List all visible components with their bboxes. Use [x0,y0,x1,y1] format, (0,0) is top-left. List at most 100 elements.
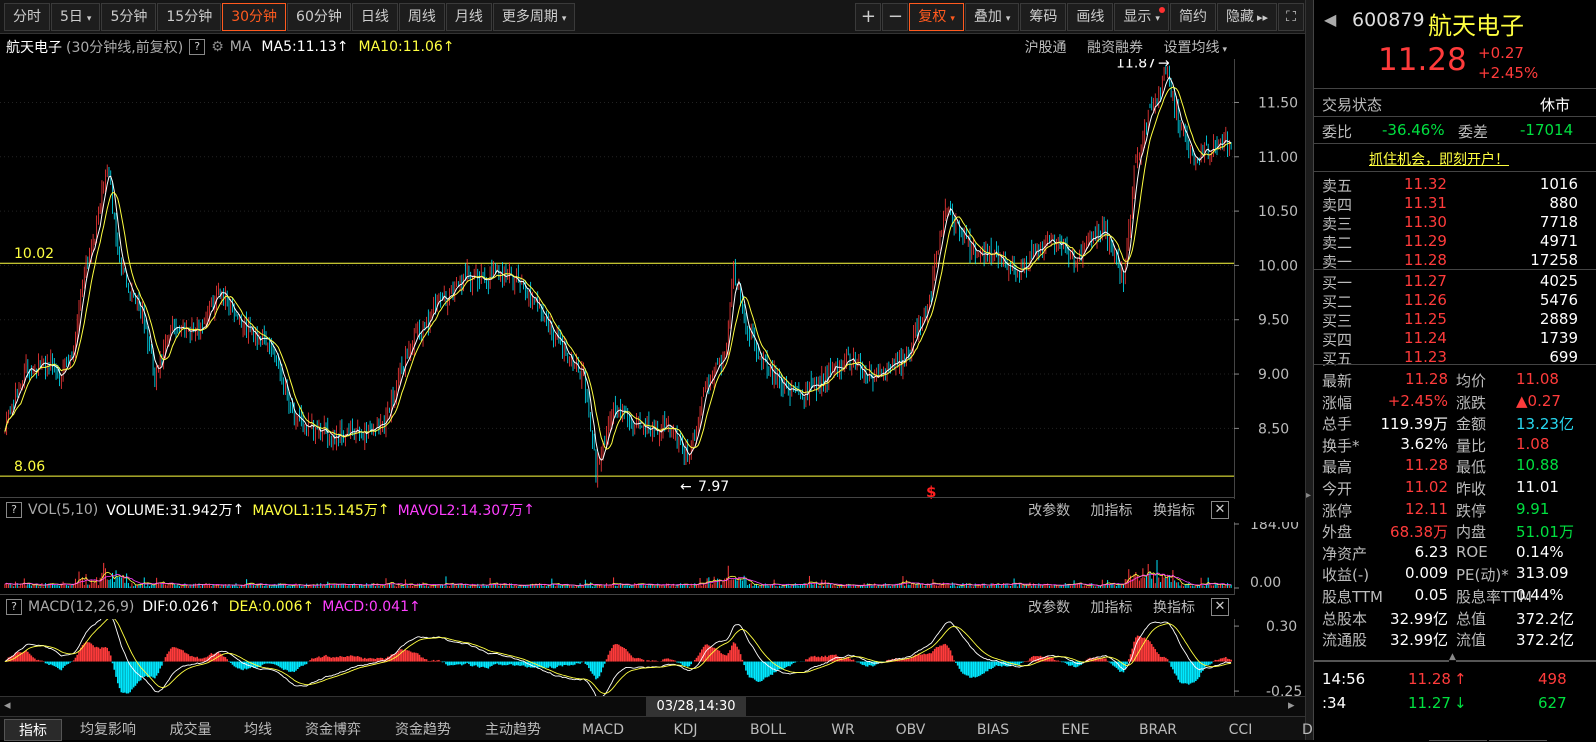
bid-row[interactable]: 买三 11.25 2889 [1314,310,1596,330]
indicator-tab-2[interactable]: 成交量 [154,719,227,741]
bid-row[interactable]: 买二 11.26 5476 [1314,291,1596,311]
tick-volume: 498 [1538,670,1567,688]
signal-dollar-icon[interactable]: $ [926,483,936,499]
price-change-pct: +2.45% [1478,64,1539,82]
order-level-label: 买一 [1322,274,1353,292]
volume-chart[interactable]: 184.00 0.00 [0,522,1305,594]
ask-row[interactable]: 卖四 11.31 880 [1314,194,1596,214]
bid-row[interactable]: 买一 11.27 4025 [1314,272,1596,292]
macd-link-params[interactable]: 改参数 [1028,600,1071,616]
period-button-3[interactable]: 15分钟 [157,2,222,31]
vol-link-switch[interactable]: 换指标 [1153,503,1195,519]
tool-button-label: 画线 [1076,8,1105,25]
ask-row[interactable]: 卖一 11.28 17258 [1314,251,1596,271]
stat-value: 119.39万 [1380,415,1449,434]
chevron-up-icon[interactable]: ▲ [1449,652,1456,662]
stat-row: 最高 11.28 最低 10.88 [1314,456,1596,477]
period-button-0[interactable]: 分时 [4,2,50,31]
period-button-8[interactable]: 月线 [445,2,492,31]
period-button-6[interactable]: 日线 [351,2,398,31]
promo-link[interactable]: 抓住机会，即刻开户！ [1369,152,1509,168]
help-icon[interactable]: ? [6,599,22,615]
macd-link-add[interactable]: 加指标 [1090,600,1133,616]
indicator-tab-3[interactable]: 均线 [229,719,287,741]
bid-row[interactable]: 买五 11.23 699 [1314,348,1596,368]
ask-row[interactable]: 卖五 11.32 1016 [1314,175,1596,195]
indicator-tab-15[interactable]: CCI [1204,719,1277,741]
period-button-1[interactable]: 5日 ▾ [51,2,101,31]
vol-link-add[interactable]: 加指标 [1090,503,1133,519]
stat-label: 净资产 [1322,544,1368,563]
bid-row[interactable]: 买四 11.24 1739 [1314,329,1596,349]
order-volume: 699 [1549,348,1578,366]
indicator-tab-0[interactable]: 指标 [4,719,62,741]
ma5-arrow-icon: ↑ [336,39,349,55]
indicator-tab-label: 资金趋势 [395,722,451,738]
ma5-line [4,75,1232,461]
price-tick-label: 8.50 [1258,421,1289,437]
price-chart[interactable]: 11.50 11.00 10.50 10.00 9.50 9.00 8.50 10.02 8.0… [0,59,1305,499]
tool-button-4[interactable]: 筹码 [1020,2,1067,31]
chevron-down-icon: ▾ [1155,13,1160,24]
indicator-tab-7[interactable]: MACD [559,719,647,741]
indicator-tab-10[interactable]: WR [814,719,872,741]
tool-button-0[interactable]: + [855,2,882,31]
indicator-tab-13[interactable]: ENE [1039,719,1112,741]
help-icon[interactable]: ? [6,502,22,518]
tool-button-2[interactable]: 复权 ▾ [909,2,964,31]
chevron-right-icon[interactable]: ▸ [1288,698,1295,713]
order-volume: 1016 [1539,175,1578,193]
indicator-tab-8[interactable]: KDJ [649,719,722,741]
tool-button-6[interactable]: 显示 ▾ [1114,2,1169,31]
indicator-tab-label: ENE [1061,722,1090,738]
macd-chart[interactable]: 0.30 -0.25 [0,619,1305,699]
order-volume: 4025 [1539,272,1578,290]
macd-link-switch[interactable]: 换指标 [1153,600,1195,616]
ask-row[interactable]: 卖三 11.30 7718 [1314,213,1596,233]
tool-button-1[interactable]: − [882,2,909,31]
indicator-tab-11[interactable]: OBV [874,719,947,741]
weicha-value: -17014 [1520,121,1574,139]
indicator-tab-5[interactable]: 资金趋势 [379,719,467,741]
stat-label: 最高 [1322,458,1353,477]
fullscreen-icon[interactable]: ⛶ [1278,2,1304,31]
period-button-9[interactable]: 更多周期 ▾ [492,2,576,31]
chevron-right-icon[interactable]: ▸ [1306,490,1312,501]
stat-label: 总股本 [1322,609,1368,628]
indicator-tab-1[interactable]: 均复影响 [64,719,152,741]
help-icon[interactable]: ? [189,39,206,55]
link-set-ma[interactable]: 设置均线 ▾ [1163,40,1227,56]
tool-button-8[interactable]: 隐藏 ▸▸ [1216,2,1277,31]
link-hgt[interactable]: 沪股通 [1024,40,1067,56]
period-button-7[interactable]: 周线 [398,2,445,31]
chart-scrollbar[interactable]: ◂ ▸ 03/28,14:30 [0,696,1305,716]
period-button-4[interactable]: 30分钟 [222,2,287,31]
dif-value: DIF:0.026 [142,599,209,615]
tool-button-7[interactable]: 简约 [1169,2,1216,31]
indicator-tab-14[interactable]: BRAR [1114,719,1202,741]
ask-row[interactable]: 卖二 11.29 4971 [1314,232,1596,252]
tick-price: 11.28 [1408,670,1451,688]
indicator-tab-6[interactable]: 主动趋势 [469,719,557,741]
volume-infobar: ? VOL(5,10) VOLUME:31.942万 ↑ MAVOL1:15.1… [0,497,1235,522]
tool-button-label: 显示 [1123,8,1152,25]
tool-button-3[interactable]: 叠加 ▾ [964,2,1020,31]
period-button-2[interactable]: 5分钟 [101,2,157,31]
stat-value: 68.38万 [1390,523,1448,542]
gear-icon[interactable]: ⚙ [211,39,224,55]
link-rzrq[interactable]: 融资融券 [1087,40,1144,56]
close-icon[interactable]: ✕ [1211,598,1229,616]
vol-link-params[interactable]: 改参数 [1028,503,1071,519]
indicator-tab-4[interactable]: 资金博弈 [289,719,377,741]
chevron-left-icon[interactable]: ◀ [1324,10,1337,29]
tool-button-5[interactable]: 画线 [1067,2,1114,31]
panel-splitter[interactable]: ▸ [1305,0,1313,740]
stat-value: 51.01万 [1516,523,1574,542]
period-button-5[interactable]: 60分钟 [287,2,351,31]
close-icon[interactable]: ✕ [1211,501,1229,519]
indicator-tab-9[interactable]: BOLL [724,719,812,741]
stock-name: 航天电子 [1428,12,1524,40]
indicator-tab-12[interactable]: BIAS [949,719,1037,741]
indicator-tab-label: MACD [582,722,624,738]
chevron-left-icon[interactable]: ◂ [4,698,11,713]
